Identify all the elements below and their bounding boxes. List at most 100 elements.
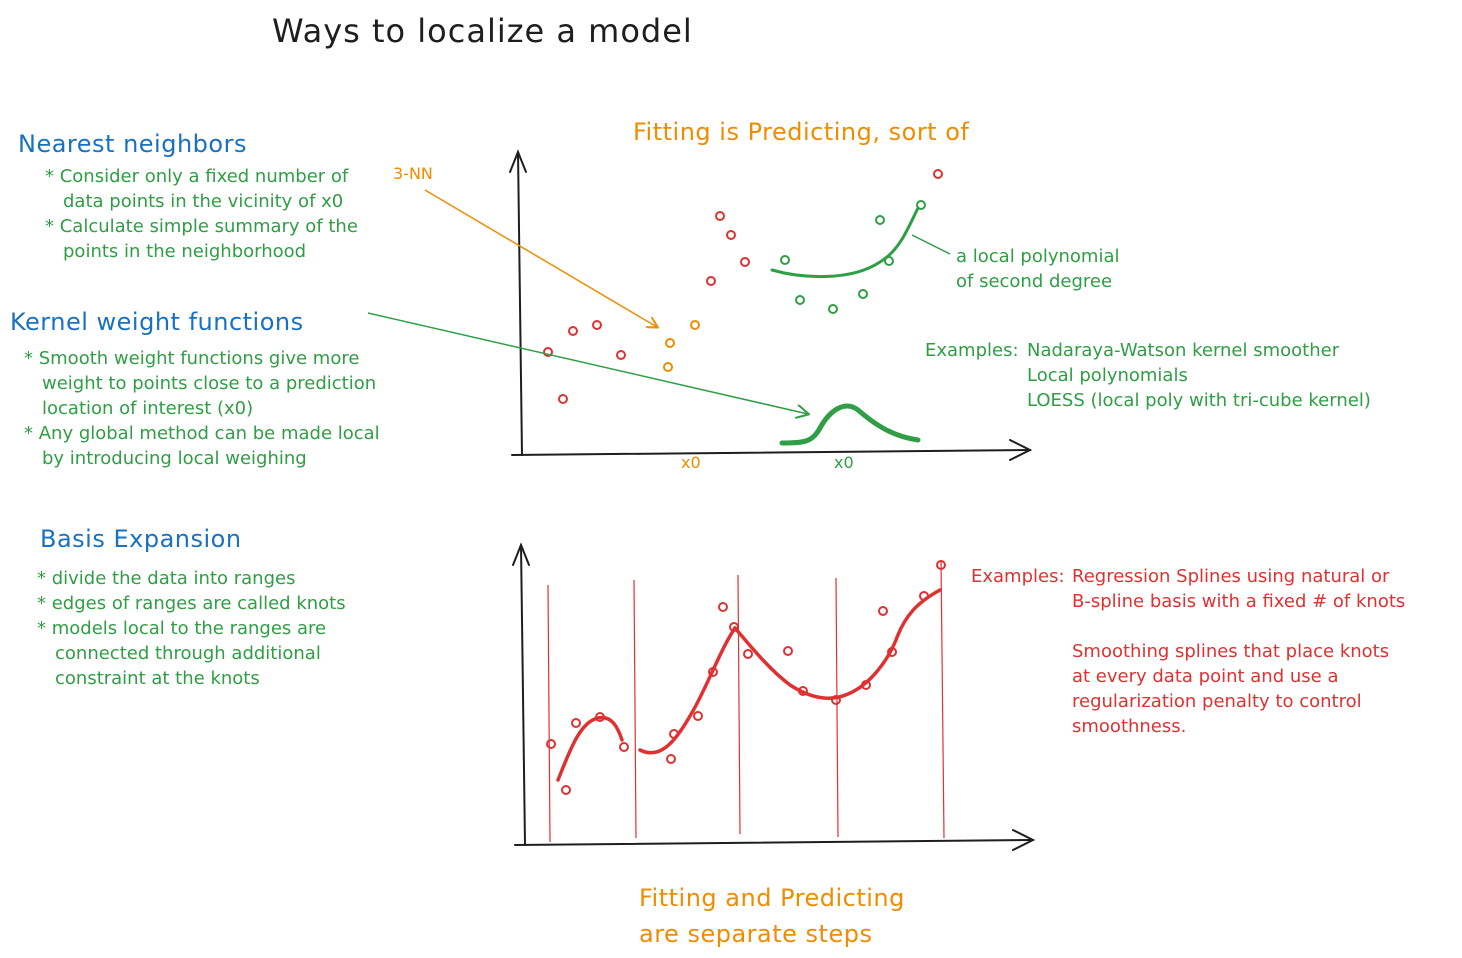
data-point [798, 686, 808, 696]
kernel-bullets: * Smooth weight functions give more weig… [24, 346, 380, 471]
nn-point [665, 338, 675, 348]
data-point [546, 739, 556, 749]
bottom-y-axis [520, 544, 526, 846]
top-y-arrowhead [509, 149, 527, 173]
polynomial-label-line: of second degree [956, 271, 1113, 292]
data-point [726, 230, 736, 240]
x0-label-kernel: x0 [834, 453, 854, 472]
data-point [729, 622, 739, 632]
page-title: Ways to localize a model [272, 12, 693, 50]
data-point [828, 304, 838, 314]
bullet-line: * edges of ranges are called knots [37, 593, 346, 614]
spline-curves [556, 588, 942, 782]
data-point [708, 667, 718, 677]
data-point [595, 712, 605, 722]
bullet-line: * Consider only a fixed number of [45, 166, 349, 187]
note-line: Smoothing splines that place knots [1072, 641, 1390, 662]
data-point [878, 606, 888, 616]
knn-arrow [424, 189, 657, 327]
data-point [558, 394, 568, 404]
knot-line [737, 574, 741, 835]
top-x-axis [511, 449, 1031, 456]
bullet-line: weight to points close to a prediction [42, 373, 377, 394]
local-polynomial-curve [770, 206, 920, 279]
example-item: Nadaraya-Watson kernel smoother [1027, 340, 1340, 361]
smoothing-splines-note: Smoothing splines that place knots at ev… [1072, 639, 1389, 739]
bottom-chart-title: Fitting and Predicting are separate step… [639, 880, 905, 952]
top-examples-label: Examples: [925, 340, 1019, 361]
data-point [669, 729, 679, 739]
nearest-neighbors-heading: Nearest neighbors [18, 130, 247, 158]
data-point [740, 257, 750, 267]
spline-piece [638, 626, 737, 755]
data-point [780, 255, 790, 265]
nearest-neighbors-bullets: * Consider only a fixed number of data p… [45, 164, 358, 264]
data-point [619, 742, 629, 752]
data-point [919, 591, 929, 601]
data-point [693, 711, 703, 721]
basis-heading: Basis Expansion [40, 525, 242, 553]
top-examples-list: Nadaraya-Watson kernel smoother Local po… [1027, 338, 1371, 413]
data-point [743, 649, 753, 659]
note-line: at every data point and use a [1072, 666, 1339, 687]
top-chart-title: Fitting is Predicting, sort of [633, 118, 970, 146]
bullet-line: by introducing local weighing [42, 448, 307, 469]
bullet-line: * Smooth weight functions give more [24, 348, 360, 369]
data-point [706, 276, 716, 286]
top-x-arrowhead [1009, 439, 1033, 461]
spline-piece [733, 588, 942, 700]
data-point [887, 647, 897, 657]
data-point [861, 680, 871, 690]
data-point [875, 215, 885, 225]
data-point [561, 785, 571, 795]
data-point [936, 560, 946, 570]
bottom-x-arrowhead [1012, 829, 1036, 851]
bottom-x-axis [514, 839, 1034, 846]
kernel-arrow [367, 312, 808, 414]
knot-line [835, 577, 839, 838]
top-y-axis [517, 151, 523, 456]
top-green-points [780, 200, 926, 314]
bottom-title-line: Fitting and Predicting [639, 884, 905, 912]
data-point [666, 754, 676, 764]
data-point [933, 169, 943, 179]
data-point [568, 326, 578, 336]
bullet-line: * Calculate simple summary of the [45, 216, 358, 237]
data-point [831, 695, 841, 705]
example-item: Local polynomials [1027, 365, 1188, 386]
knot-lines [547, 559, 945, 843]
example-item: B-spline basis with a fixed # of knots [1072, 591, 1406, 612]
data-point [783, 646, 793, 656]
kernel-weight-curve [779, 403, 921, 446]
data-point [718, 602, 728, 612]
bullet-line: constraint at the knots [55, 668, 260, 689]
top-orange-points [663, 320, 700, 372]
data-point [592, 320, 602, 330]
polynomial-label-line: a local polynomial [956, 246, 1120, 267]
data-point [571, 718, 581, 728]
data-point [543, 347, 553, 357]
bullet-line: points in the neighborhood [63, 241, 307, 262]
bullet-line: * models local to the ranges are [37, 618, 327, 639]
knot-line [547, 584, 551, 843]
polynomial-label: a local polynomial of second degree [956, 244, 1120, 294]
nn-point [690, 320, 700, 330]
bullet-line: connected through additional [55, 643, 321, 664]
bullet-line: location of interest (x0) [42, 398, 254, 419]
data-point [715, 211, 725, 221]
bullet-line: * Any global method can be made local [24, 423, 380, 444]
note-line: regularization penalty to control [1072, 691, 1362, 712]
basis-bullets: * divide the data into ranges * edges of… [37, 566, 346, 691]
knot-line [940, 559, 945, 839]
bottom-y-arrowhead [512, 542, 530, 566]
knn-label: 3-NN [393, 164, 433, 183]
example-item: Regression Splines using natural or [1072, 566, 1390, 587]
spline-piece [556, 715, 624, 782]
polynomial-label-leader [911, 234, 951, 255]
bottom-title-line: are separate steps [639, 920, 873, 948]
bottom-chart-axes [512, 542, 1036, 851]
example-item: LOESS (local poly with tri-cube kernel) [1027, 390, 1371, 411]
top-red-points [543, 169, 943, 404]
kernel-heading: Kernel weight functions [10, 308, 304, 336]
